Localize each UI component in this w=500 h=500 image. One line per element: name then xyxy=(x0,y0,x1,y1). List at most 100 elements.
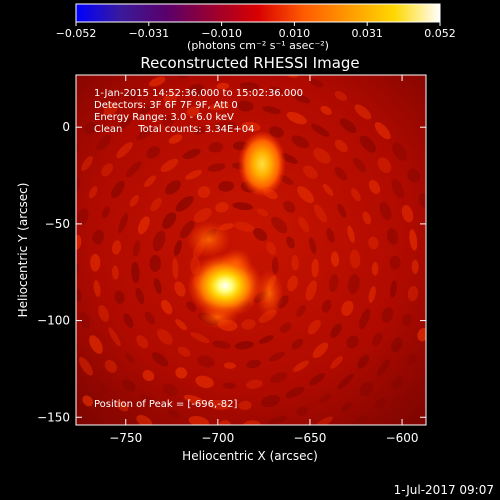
ripple-mark xyxy=(150,197,162,212)
ripple-mark xyxy=(347,225,355,243)
ripple-mark xyxy=(291,255,299,271)
ripple-mark xyxy=(162,212,177,230)
ripple-mark xyxy=(180,220,195,239)
ripple-mark xyxy=(425,217,437,238)
ripple-mark xyxy=(153,278,162,294)
ripple-mark xyxy=(359,135,376,153)
ripple-mark xyxy=(391,376,404,390)
ripple-mark xyxy=(234,341,254,350)
ripple-mark xyxy=(354,104,372,120)
x-tick-label: −600 xyxy=(386,431,419,445)
y-axis-label: Heliocentric Y (arcsec) xyxy=(16,183,30,318)
ripple-mark xyxy=(266,241,277,256)
ripple-mark xyxy=(263,434,286,449)
ripple-mark xyxy=(92,229,104,245)
ripple-mark xyxy=(207,163,226,172)
ripple-mark xyxy=(368,180,381,194)
ripple-mark xyxy=(291,135,310,149)
ripple-mark xyxy=(271,216,288,234)
ripple-mark xyxy=(286,236,295,249)
ripple-mark xyxy=(305,280,317,301)
ripple-mark xyxy=(334,166,347,181)
ripple-mark xyxy=(330,355,343,369)
ripple-mark xyxy=(90,253,101,272)
annotation-time-range: 1-Jan-2015 14:52:36.000 to 15:02:36.000 xyxy=(94,88,303,99)
ripple-mark xyxy=(174,281,186,297)
ripple-mark xyxy=(311,258,319,278)
ripple-mark xyxy=(31,243,41,257)
ripple-mark xyxy=(232,202,253,211)
ripple-mark xyxy=(76,234,82,250)
ripple-mark xyxy=(381,307,394,323)
ripple-mark xyxy=(326,227,335,243)
ripple-mark xyxy=(339,118,357,134)
ripple-mark xyxy=(241,318,256,330)
ripple-mark xyxy=(111,180,125,199)
ripple-mark xyxy=(308,237,317,254)
ripple-mark xyxy=(386,228,399,245)
ripple-mark xyxy=(144,175,156,188)
ripple-mark xyxy=(409,229,418,251)
x-tick-label: −750 xyxy=(109,431,142,445)
ripple-mark xyxy=(161,299,173,315)
ripple-mark xyxy=(352,415,368,425)
ripple-mark xyxy=(218,420,232,425)
ripple-mark xyxy=(149,255,161,272)
ripple-mark xyxy=(347,274,360,294)
ripple-mark xyxy=(197,355,215,368)
peak-position-label: Position of Peak = [-696,-82] xyxy=(94,399,238,410)
ripple-mark xyxy=(208,141,224,153)
ripple-mark xyxy=(280,322,292,333)
peak-source xyxy=(187,253,264,319)
ripple-mark xyxy=(377,157,392,174)
ripple-mark xyxy=(233,221,255,232)
ripple-mark xyxy=(114,290,125,304)
ripple-mark xyxy=(135,287,145,305)
ripple-mark xyxy=(287,275,298,292)
ripple-mark xyxy=(35,214,45,232)
ripple-mark xyxy=(253,227,268,242)
ripple-mark xyxy=(431,274,439,288)
ripple-mark xyxy=(328,274,339,293)
ripple-mark xyxy=(391,337,403,353)
ripple-mark xyxy=(346,335,359,349)
ripple-mark xyxy=(307,319,321,335)
colorbar xyxy=(75,3,441,23)
ripple-mark xyxy=(303,165,318,179)
ripple-mark xyxy=(298,216,310,233)
ripple-mark xyxy=(76,177,81,197)
ripple-mark xyxy=(157,329,173,345)
ripple-mark xyxy=(112,240,122,255)
ripple-mark xyxy=(391,178,405,199)
ripple-mark xyxy=(76,262,79,275)
ripple-mark xyxy=(98,305,110,322)
ripple-mark xyxy=(131,261,140,284)
ripple-mark xyxy=(431,247,439,260)
ripple-mark xyxy=(136,126,155,141)
ripple-mark xyxy=(242,420,261,425)
ripple-mark xyxy=(216,82,230,90)
ripple-mark xyxy=(350,188,361,202)
annotation-energy-range: Energy Range: 3.0 - 6.0 keV xyxy=(94,112,234,123)
ripple-mark xyxy=(159,426,177,440)
ripple-mark xyxy=(418,193,426,208)
ripple-mark xyxy=(237,100,254,112)
ripple-mark xyxy=(330,251,340,267)
ripple-mark xyxy=(53,230,62,245)
y-tick-label: 0 xyxy=(62,120,70,134)
chart-title: Reconstructed RHESSI Image xyxy=(140,54,359,72)
ripple-mark xyxy=(218,180,235,192)
ripple-mark xyxy=(283,200,296,213)
ripple-mark xyxy=(101,206,110,219)
ripple-mark xyxy=(407,168,420,183)
ripple-mark xyxy=(222,382,236,389)
ripple-mark xyxy=(175,319,187,331)
y-tick-label: −50 xyxy=(45,217,70,231)
ripple-mark xyxy=(371,262,379,276)
ripple-mark xyxy=(358,309,371,330)
ripple-mark xyxy=(108,327,121,347)
ripple-mark xyxy=(293,360,309,372)
ripple-mark xyxy=(312,342,329,359)
footer-timestamp: 1-Jul-2017 09:07 xyxy=(394,483,494,497)
ripple-mark xyxy=(269,86,284,95)
